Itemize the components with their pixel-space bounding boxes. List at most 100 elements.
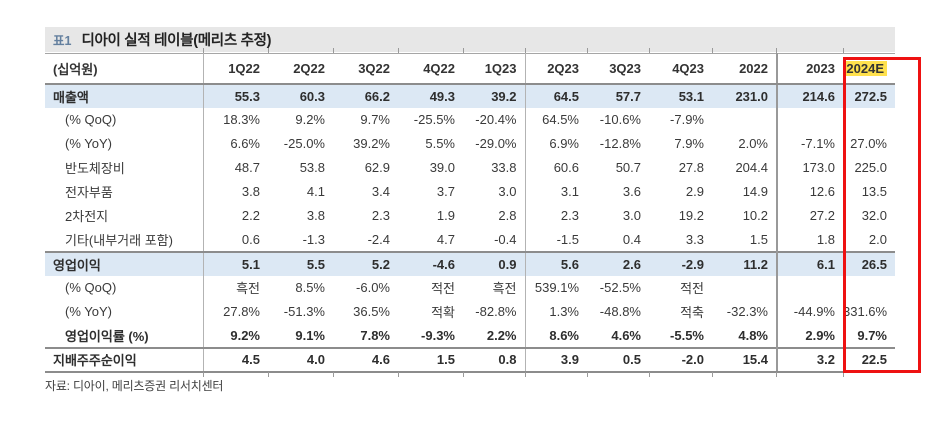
cell: 10.2 — [712, 203, 778, 228]
cell: -20.4% — [463, 107, 526, 132]
cell: 3.9 — [525, 346, 588, 378]
earnings-table-block: 표1 디아이 실적 테이블(메리츠 추정) (십억원) 1Q22 2Q22 3Q22… — [45, 27, 921, 393]
cell: 2.3 — [371, 208, 390, 223]
highlighted-column-header: 2024E — [843, 60, 887, 76]
cell: 적축 — [680, 305, 704, 320]
table-row: (% YoY) 27.8% -51.3% 36.5% 적확 -82.8% 1.3% -48.8… — [45, 299, 895, 324]
cell: 4.6 — [333, 346, 399, 378]
col-header-4q23: 4Q23 — [649, 48, 713, 85]
cell: 2.3 — [560, 208, 579, 223]
cell: -0.4 — [463, 227, 526, 252]
cell: 32.0 — [861, 208, 887, 223]
table-row: 기타(내부거래 포함) 0.6 -1.3 -2.4 4.7 -0.4 -1.5 0.4 3.3 1… — [45, 227, 895, 252]
cell: 5.5% — [425, 136, 455, 151]
cell: -10.6% — [599, 112, 641, 127]
cell: -1.5 — [556, 231, 579, 247]
cell: 2.9 — [685, 184, 704, 199]
cell: 64.5 — [525, 83, 587, 108]
cell — [712, 107, 778, 132]
row-label: 영업이익률 (%) — [45, 323, 204, 348]
cell: 4.7 — [436, 231, 455, 247]
cell: 2.9% — [805, 327, 835, 343]
table-row: 2차전지 2.2 3.8 2.3 1.9 2.8 2.3 3.0 19.2 10.2 27.2 32.… — [45, 203, 895, 228]
row-label: 영업이익 — [45, 250, 204, 276]
col-header-2023: 2023 — [777, 48, 843, 85]
cell: 50.7 — [615, 160, 641, 175]
cell: 8.5% — [295, 280, 325, 295]
cell: 2.2% — [463, 323, 526, 348]
cell — [843, 108, 895, 132]
cell: 5.5 — [268, 250, 333, 276]
cell: 8.6% — [549, 327, 579, 343]
cell: -82.8% — [463, 299, 526, 324]
cell: 49.3 — [398, 83, 463, 108]
row-label: 반도체장비 — [45, 155, 204, 180]
row-label: 전자부품 — [45, 179, 204, 204]
cell: 214.6 — [777, 83, 843, 108]
cell: 57.7 — [587, 83, 649, 108]
cell: 6.9% — [549, 136, 579, 151]
cell: 27.8 — [678, 160, 704, 175]
cell: 3.7 — [436, 184, 455, 199]
cell: -2.4 — [367, 231, 390, 247]
row-label: 기타(내부거래 포함) — [45, 227, 204, 252]
table-row: (% QoQ) 18.3% 9.2% 9.7% -25.5% -20.4% 64.5% -10… — [45, 107, 895, 132]
table-row: (% YoY) 6.6% -25.0% 39.2% 5.5% -29.0% 6.9% -12.… — [45, 131, 895, 156]
cell: -52.5% — [599, 280, 641, 295]
cell: 225.0 — [854, 160, 887, 175]
cell: -32.3% — [712, 299, 778, 324]
cell: -9.3% — [421, 327, 455, 343]
cell: -12.8% — [599, 136, 641, 151]
cell: 3.0 — [463, 179, 526, 204]
row-label: (% QoQ) — [45, 107, 204, 132]
cell: 9.1% — [295, 327, 325, 343]
row-label: (% YoY) — [45, 131, 204, 156]
cell: 4.5 — [203, 346, 269, 378]
cell: 39.2 — [463, 83, 526, 108]
cell: -25.0% — [283, 136, 325, 151]
col-header-3q22: 3Q22 — [333, 48, 399, 85]
source-note: 자료: 디아이, 메리츠증권 리서치센터 — [45, 379, 224, 393]
col-header-2024e: 2024E — [843, 53, 895, 85]
cell: 0.4 — [622, 231, 641, 247]
cell: 2.2 — [241, 208, 260, 223]
cell: 26.5 — [843, 250, 895, 276]
cell: 33.8 — [463, 155, 526, 180]
cell: 적확 — [431, 305, 455, 320]
cell: -1.3 — [302, 231, 325, 247]
col-header-1q22: 1Q22 — [203, 48, 269, 85]
cell: 3.8 — [241, 184, 260, 199]
cell: 0.8 — [463, 346, 526, 378]
cell: 3.2 — [777, 346, 843, 378]
cell — [777, 276, 843, 300]
cell: 9.2% — [295, 112, 325, 127]
header-row: (십억원) 1Q22 2Q22 3Q22 4Q22 1Q23 2Q23 3Q23 4Q23 20… — [45, 48, 895, 85]
cell: 6.6% — [230, 136, 260, 151]
cell: -7.9% — [670, 112, 704, 127]
cell: 27.2 — [809, 208, 835, 223]
cell: 3.1 — [560, 184, 579, 199]
table-row: 전자부품 3.8 4.1 3.4 3.7 3.0 3.1 3.6 2.9 14.9 12.6 13.5 — [45, 179, 895, 204]
cell: 64.5% — [542, 112, 579, 127]
cell: 6.1 — [777, 250, 843, 276]
cell: -25.5% — [413, 112, 455, 127]
cell: -51.3% — [283, 304, 325, 319]
cell: 11.2 — [712, 250, 778, 276]
cell: 1.3% — [549, 304, 579, 319]
cell: 62.9 — [364, 160, 390, 175]
cell: 4.6% — [611, 327, 641, 343]
cell: 60.3 — [268, 83, 333, 108]
cell: 5.1 — [203, 250, 268, 276]
row-label: 매출액 — [45, 83, 204, 108]
cell: 53.1 — [649, 83, 712, 108]
table-row: 반도체장비 48.7 53.8 62.9 39.0 33.8 60.6 50.7 27.8 204… — [45, 155, 895, 180]
cell: 272.5 — [843, 83, 895, 108]
row-label: 2차전지 — [45, 203, 204, 228]
cell: 4.1 — [306, 184, 325, 199]
row-label: (% YoY) — [45, 299, 204, 324]
cell: 3.0 — [622, 208, 641, 223]
cell: 53.8 — [299, 160, 325, 175]
cell: 7.9% — [674, 136, 704, 151]
cell: 0.5 — [587, 346, 650, 378]
cell: 3.8 — [306, 208, 325, 223]
